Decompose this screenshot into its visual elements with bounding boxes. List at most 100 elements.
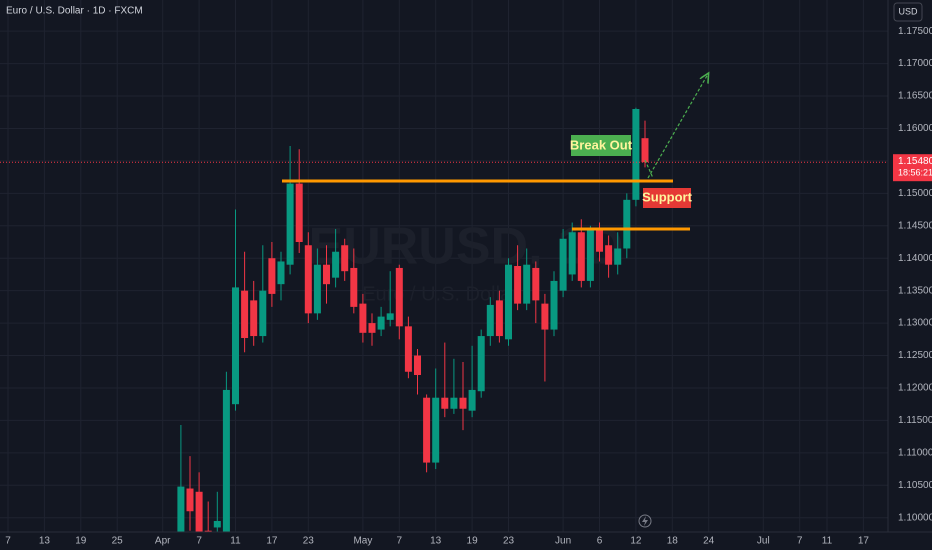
candle-body xyxy=(596,229,603,252)
candle-body xyxy=(286,183,294,265)
candle-body xyxy=(577,232,585,281)
y-tick-label: 1.12500 xyxy=(898,350,932,361)
candles xyxy=(177,107,649,532)
support-label: Support xyxy=(642,189,692,204)
x-tick-label: 13 xyxy=(430,536,442,547)
countdown-label: 18:56:21 xyxy=(898,168,932,178)
x-tick-label: May xyxy=(353,536,372,547)
candle-body xyxy=(532,267,540,301)
candle-body xyxy=(395,267,403,327)
overlay: 1.10000 1.10500 1.11000 1.11500 1.12000 1.125… xyxy=(0,26,932,547)
last-price-label: 1.15480 xyxy=(898,156,932,167)
x-tick-label: 7 xyxy=(397,536,403,547)
candle-body xyxy=(313,264,321,314)
events-icon[interactable] xyxy=(638,514,652,528)
y-tick-label: 1.15000 xyxy=(898,188,932,199)
y-tick-label: 1.14000 xyxy=(898,253,932,264)
y-tick-label: 1.14500 xyxy=(898,220,932,231)
candle-body xyxy=(304,245,312,314)
candle-body xyxy=(550,280,558,330)
chart-title: Euro / U.S. Dollar · 1D · FXCM xyxy=(6,6,143,17)
y-tick-label: 1.10500 xyxy=(898,480,932,491)
candle-body xyxy=(568,232,576,275)
candle-body xyxy=(486,304,494,337)
candle-body xyxy=(368,323,376,333)
x-tick-label: 25 xyxy=(112,536,124,547)
last-price-tag xyxy=(893,154,932,182)
candle-body xyxy=(323,264,330,285)
x-tick-label: 19 xyxy=(75,536,87,547)
candle-body xyxy=(404,326,412,372)
candle-body xyxy=(605,245,613,265)
x-tick-label: Jul xyxy=(757,536,770,547)
candle-body xyxy=(505,264,512,340)
currency-button[interactable] xyxy=(893,2,923,22)
candle-body xyxy=(495,300,503,337)
candle-body xyxy=(468,389,476,411)
candle-body xyxy=(377,316,385,330)
candle-body xyxy=(414,355,421,375)
candle-body xyxy=(386,313,394,320)
y-tick-label: 1.12000 xyxy=(898,383,932,394)
y-tick-label: 1.16000 xyxy=(898,123,932,134)
projection-arrow xyxy=(647,74,708,179)
watermark-symbol: EURUSD, 1D xyxy=(309,218,624,276)
candle-body xyxy=(541,303,549,330)
x-tick-label: 11 xyxy=(230,536,241,547)
candle-body xyxy=(359,303,367,333)
candle-body xyxy=(459,397,467,409)
x-tick-label: 7 xyxy=(797,536,803,547)
currency-label[interactable]: USD xyxy=(898,6,918,16)
x-tick-label: 24 xyxy=(703,536,715,547)
candle-body xyxy=(623,199,631,249)
y-tick-label: 1.17000 xyxy=(898,58,932,69)
candle-body xyxy=(514,266,522,304)
breakout-label: Break Out xyxy=(570,137,633,152)
candle-body xyxy=(523,264,531,304)
y-tick-label: 1.16500 xyxy=(898,91,932,102)
candle-body xyxy=(423,397,431,463)
candle-body xyxy=(277,261,285,285)
candle-body xyxy=(559,238,567,291)
x-tick-label: 12 xyxy=(630,536,642,547)
candle-body xyxy=(259,290,267,337)
x-tick-label: 6 xyxy=(597,536,603,547)
candle-body xyxy=(441,397,449,409)
candle-body xyxy=(450,397,458,409)
candle-body xyxy=(250,300,258,337)
x-tick-label: 7 xyxy=(196,536,202,547)
y-tick-label: 1.10000 xyxy=(898,512,932,523)
y-tick-label: 1.11000 xyxy=(898,447,932,458)
candle-body xyxy=(241,290,249,339)
y-tick-label: 1.17500 xyxy=(898,26,932,37)
x-tick-label: 13 xyxy=(39,536,51,547)
x-tick-label: 17 xyxy=(858,536,870,547)
x-tick-label: Apr xyxy=(155,536,171,547)
x-tick-label: 23 xyxy=(503,536,515,547)
candle-body xyxy=(213,520,221,528)
x-tick-label: 11 xyxy=(822,536,833,547)
support-box xyxy=(643,188,691,208)
candle-body xyxy=(332,251,340,278)
breakout-box xyxy=(571,135,631,156)
events-bolt xyxy=(642,516,648,526)
candle-body xyxy=(632,108,640,200)
candle-body xyxy=(177,486,185,532)
candle-body xyxy=(232,287,239,405)
candle-body xyxy=(432,397,440,463)
x-tick-label: 18 xyxy=(667,536,679,547)
candle-body xyxy=(204,530,212,532)
grid xyxy=(0,0,888,532)
candle-body xyxy=(295,183,303,242)
candle-body xyxy=(641,138,649,163)
x-tick-label: Jun xyxy=(555,536,571,547)
candle-body xyxy=(341,245,349,272)
x-tick-label: 19 xyxy=(467,536,479,547)
candle-body xyxy=(586,229,594,281)
candle-body xyxy=(268,258,276,294)
x-tick-label: 17 xyxy=(266,536,278,547)
candle-body xyxy=(350,267,358,307)
x-tick-label: 23 xyxy=(303,536,315,547)
